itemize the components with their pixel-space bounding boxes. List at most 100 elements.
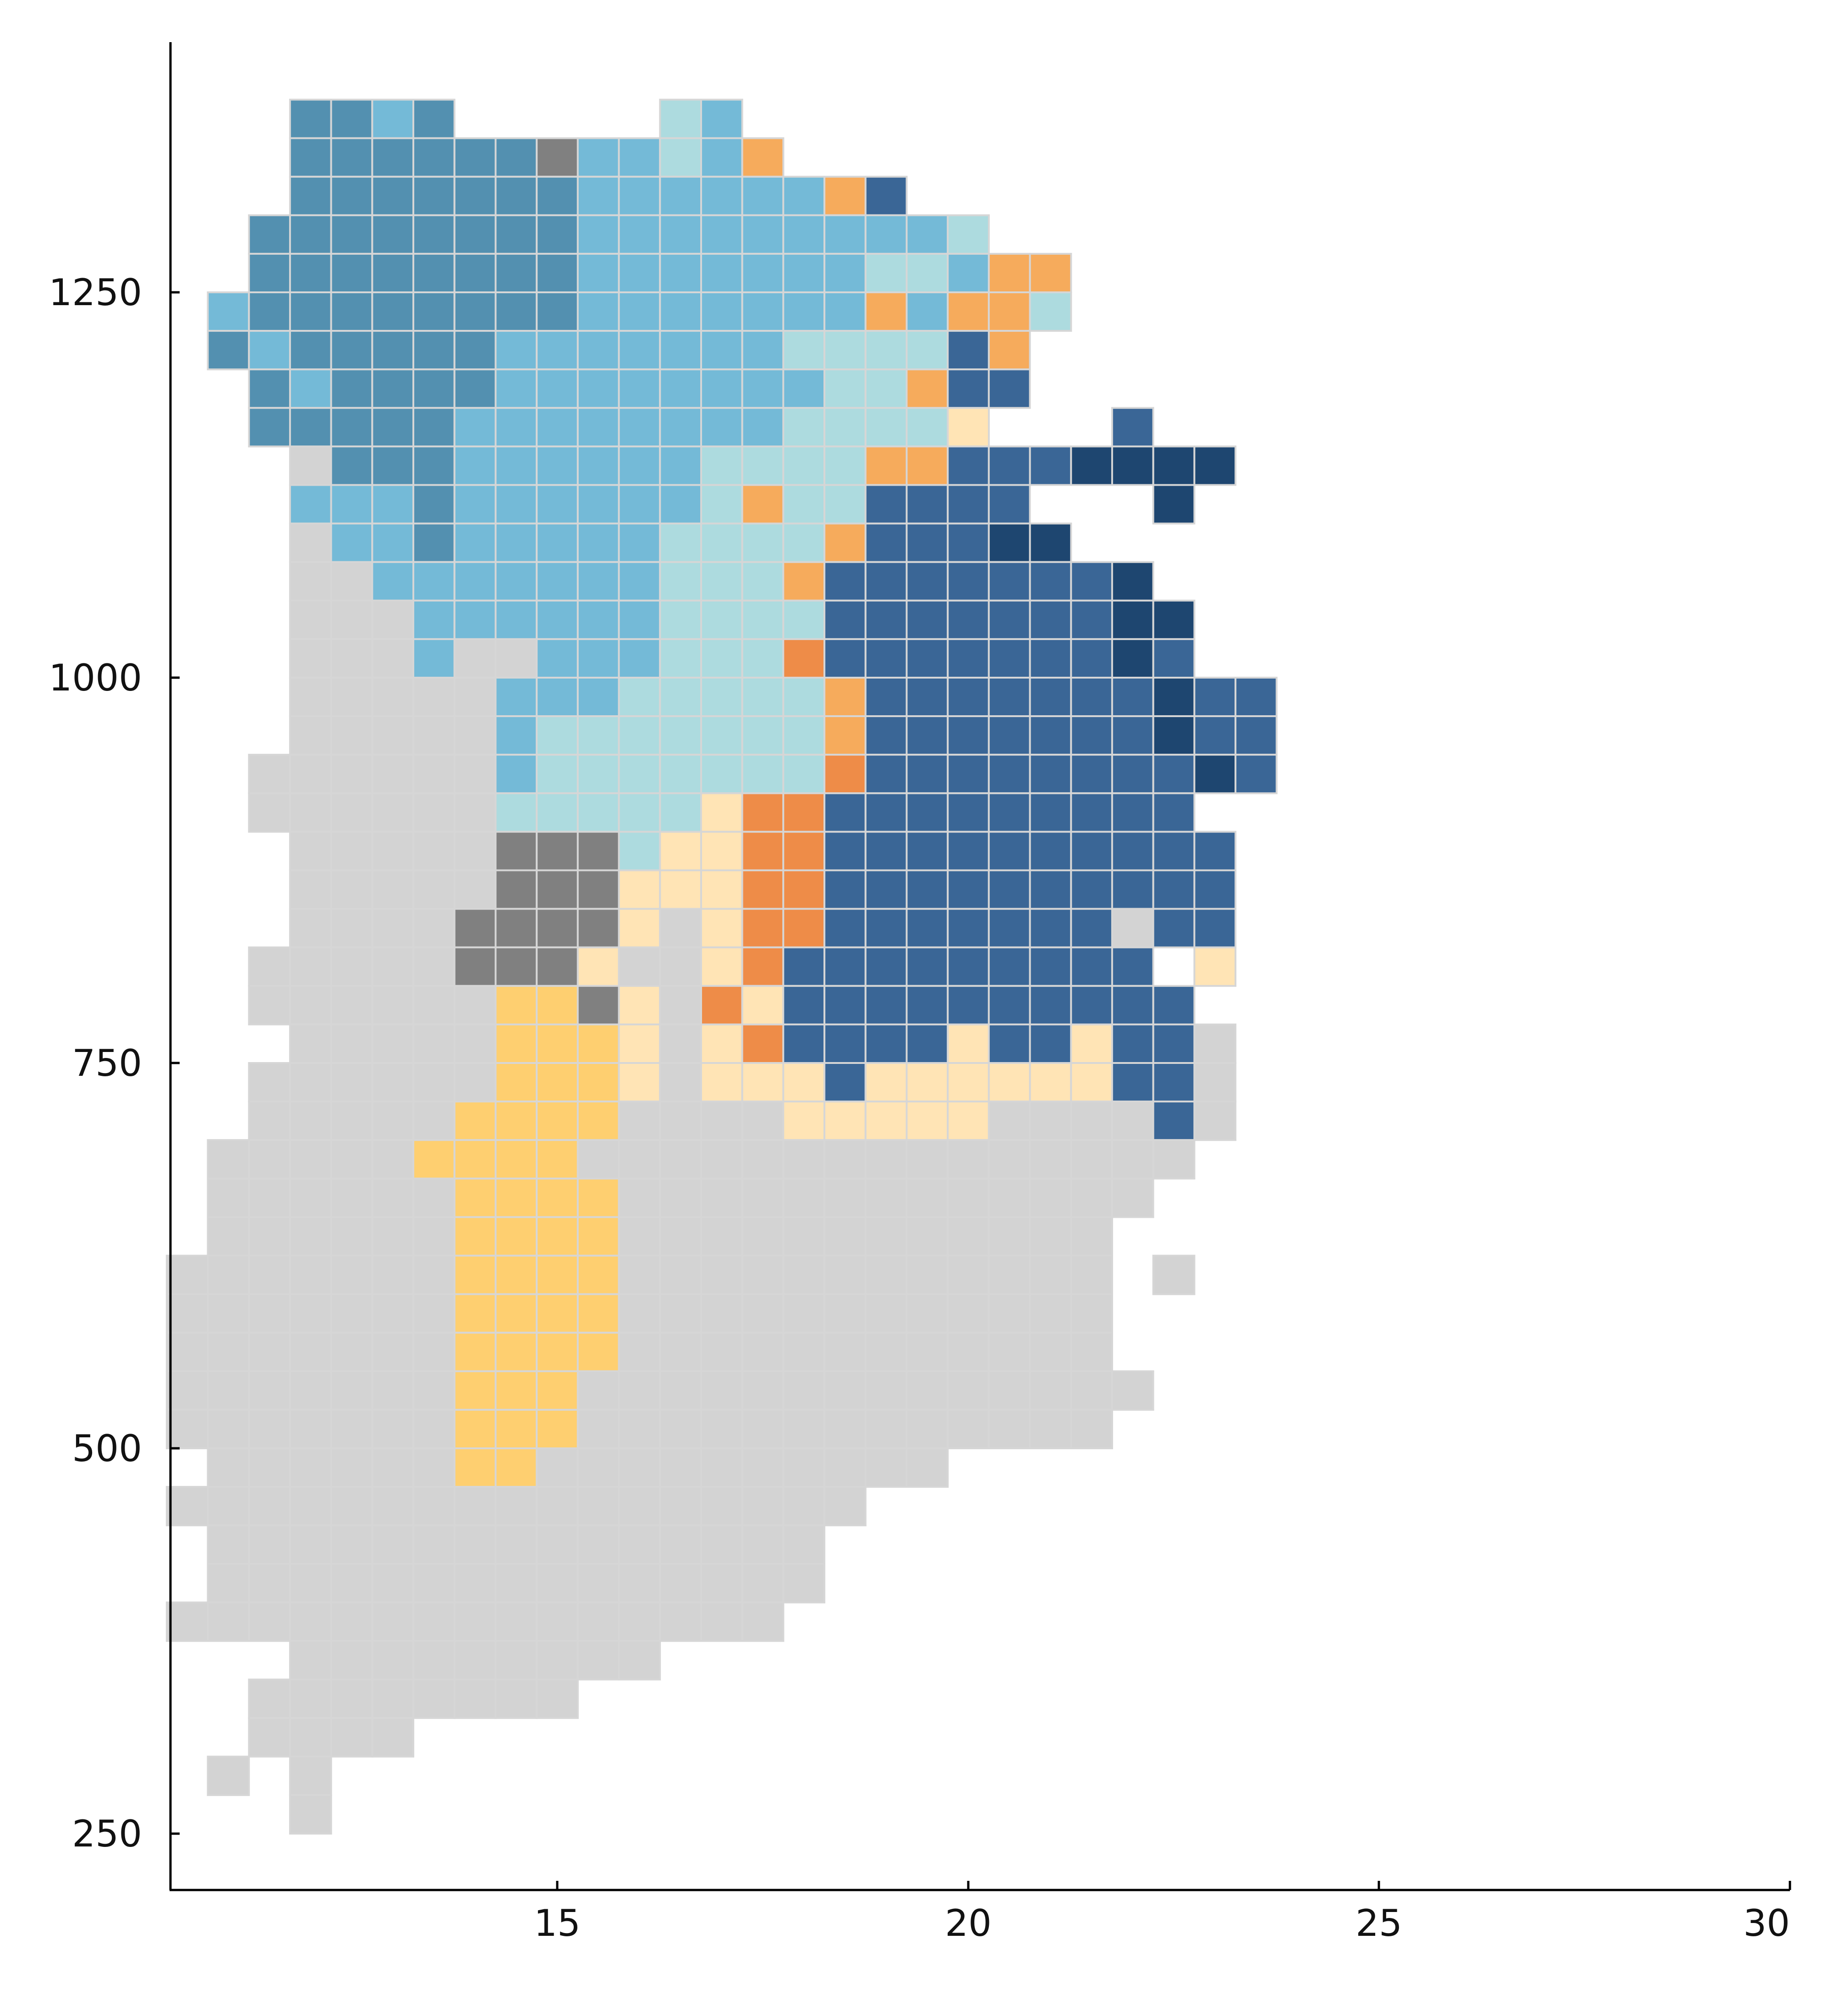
heatmap-cell	[864, 1408, 908, 1449]
heatmap-cell	[1111, 638, 1154, 679]
heatmap-cell	[453, 1139, 497, 1180]
heatmap-cell	[576, 638, 620, 679]
heatmap-cell	[947, 792, 990, 833]
heatmap-cell	[371, 1293, 414, 1334]
heatmap-cell	[864, 214, 908, 255]
heatmap-cell	[453, 1331, 497, 1372]
heatmap-cell	[864, 1331, 908, 1372]
heatmap-cell	[700, 908, 743, 948]
heatmap-cell	[947, 445, 990, 486]
heatmap-cell	[536, 792, 579, 833]
heatmap-cell	[453, 985, 497, 1025]
heatmap-cells	[165, 99, 1278, 1835]
heatmap-cell	[618, 1486, 661, 1527]
heatmap-cell	[618, 252, 661, 294]
heatmap-cell	[412, 252, 456, 294]
heatmap-cell	[330, 1447, 373, 1488]
heatmap-cell	[659, 1563, 702, 1604]
heatmap-cell	[700, 252, 743, 294]
heatmap-cell	[289, 1717, 332, 1758]
heatmap-cell	[947, 1331, 990, 1372]
heatmap-cell	[536, 1101, 579, 1141]
heatmap-cell	[700, 1216, 743, 1257]
heatmap-cell	[412, 1062, 456, 1103]
heatmap-cell	[1193, 908, 1237, 948]
heatmap-cell	[659, 330, 702, 371]
heatmap-cell	[700, 1524, 743, 1565]
heatmap-cell	[453, 1408, 497, 1449]
heatmap-cell	[782, 214, 826, 255]
heatmap-cell	[330, 368, 373, 409]
heatmap-cell	[1070, 1178, 1114, 1218]
heatmap-cell	[782, 946, 826, 987]
heatmap-cell	[988, 599, 1031, 640]
heatmap-cell	[741, 908, 785, 948]
heatmap-cell	[700, 99, 743, 139]
heatmap-cell	[330, 1563, 373, 1604]
heatmap-cell	[494, 831, 538, 871]
heatmap-cell	[1070, 908, 1114, 948]
heatmap-cell	[1111, 869, 1154, 910]
heatmap-cell	[782, 484, 826, 525]
heatmap-cell	[741, 1447, 785, 1488]
heatmap-cell	[371, 1370, 414, 1411]
heatmap-cell	[700, 330, 743, 371]
heatmap-cell	[618, 522, 661, 563]
heatmap-cell	[165, 1331, 209, 1372]
heatmap-cell	[823, 638, 867, 679]
heatmap-cell	[207, 1370, 250, 1411]
heatmap-cell	[289, 1486, 332, 1527]
heatmap-cell	[289, 831, 332, 871]
heatmap-cell	[248, 985, 291, 1025]
heatmap-cell	[576, 831, 620, 871]
heatmap-cell	[1152, 1255, 1196, 1295]
heatmap-cell	[700, 1062, 743, 1103]
heatmap-cell	[700, 1023, 743, 1064]
heatmap-cell	[536, 1408, 579, 1449]
heatmap-cell	[700, 1370, 743, 1411]
heatmap-cell	[823, 1486, 867, 1527]
heatmap-cell	[536, 1370, 579, 1411]
heatmap-cell	[576, 946, 620, 987]
heatmap-cell	[1070, 715, 1114, 756]
heatmap-cell	[782, 368, 826, 409]
heatmap-cell	[289, 1139, 332, 1180]
heatmap-cell	[453, 1370, 497, 1411]
heatmap-cell	[988, 985, 1031, 1025]
heatmap-cell	[494, 1370, 538, 1411]
heatmap-cell	[289, 252, 332, 294]
heatmap-cell	[700, 1331, 743, 1372]
heatmap-cell	[330, 792, 373, 833]
heatmap-cell	[576, 407, 620, 448]
heatmap-cell	[1029, 715, 1072, 756]
heatmap-cell	[412, 407, 456, 448]
heatmap-cell	[412, 368, 456, 409]
heatmap-cell	[741, 1101, 785, 1141]
heatmap-cell	[947, 522, 990, 563]
heatmap-cell	[1070, 869, 1114, 910]
heatmap-cell	[906, 445, 949, 486]
heatmap-cell	[576, 1408, 620, 1449]
heatmap-cell	[947, 869, 990, 910]
heatmap-cell	[659, 599, 702, 640]
heatmap-cell	[618, 792, 661, 833]
heatmap-cell	[988, 831, 1031, 871]
heatmap-cell	[864, 484, 908, 525]
heatmap-cell	[1070, 1062, 1114, 1103]
heatmap-cell	[823, 522, 867, 563]
heatmap-cell	[1111, 1023, 1154, 1064]
heatmap-cell	[248, 1331, 291, 1372]
heatmap-cell	[988, 1062, 1031, 1103]
heatmap-cell	[453, 599, 497, 640]
heatmap-cell	[248, 252, 291, 294]
heatmap-cell	[494, 1101, 538, 1141]
heatmap-cell	[988, 1101, 1031, 1141]
heatmap-cell	[453, 1524, 497, 1565]
heatmap-cell	[494, 484, 538, 525]
heatmap-cell	[700, 715, 743, 756]
heatmap-cell	[289, 137, 332, 178]
heatmap-cell	[1070, 985, 1114, 1025]
heatmap-cell	[1193, 1101, 1237, 1141]
heatmap-cell	[494, 792, 538, 833]
heatmap-cell	[494, 330, 538, 371]
